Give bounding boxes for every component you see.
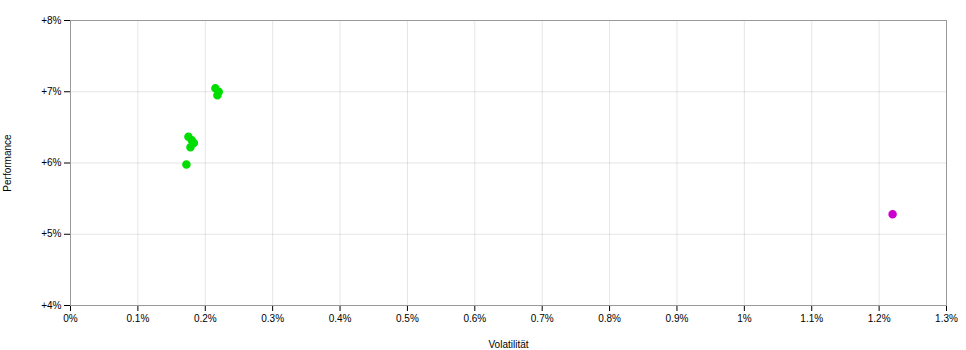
svg-text:1.2%: 1.2% — [868, 313, 891, 324]
svg-text:+4%: +4% — [41, 300, 61, 311]
svg-text:0.9%: 0.9% — [666, 313, 689, 324]
svg-text:+5%: +5% — [41, 228, 61, 239]
svg-text:0.7%: 0.7% — [531, 313, 554, 324]
svg-text:1.1%: 1.1% — [800, 313, 823, 324]
svg-text:0.4%: 0.4% — [329, 313, 352, 324]
svg-text:0.8%: 0.8% — [598, 313, 621, 324]
svg-text:Volatilität: Volatilität — [488, 339, 528, 350]
svg-text:0%: 0% — [63, 313, 78, 324]
svg-text:Performance: Performance — [2, 134, 13, 192]
svg-text:0.3%: 0.3% — [261, 313, 284, 324]
svg-text:1%: 1% — [737, 313, 752, 324]
svg-text:0.2%: 0.2% — [194, 313, 217, 324]
svg-text:+7%: +7% — [41, 86, 61, 97]
svg-text:+8%: +8% — [41, 15, 61, 26]
svg-text:0.1%: 0.1% — [126, 313, 149, 324]
svg-text:0.6%: 0.6% — [463, 313, 486, 324]
svg-text:+6%: +6% — [41, 157, 61, 168]
svg-text:1.3%: 1.3% — [935, 313, 958, 324]
svg-text:0.5%: 0.5% — [396, 313, 419, 324]
